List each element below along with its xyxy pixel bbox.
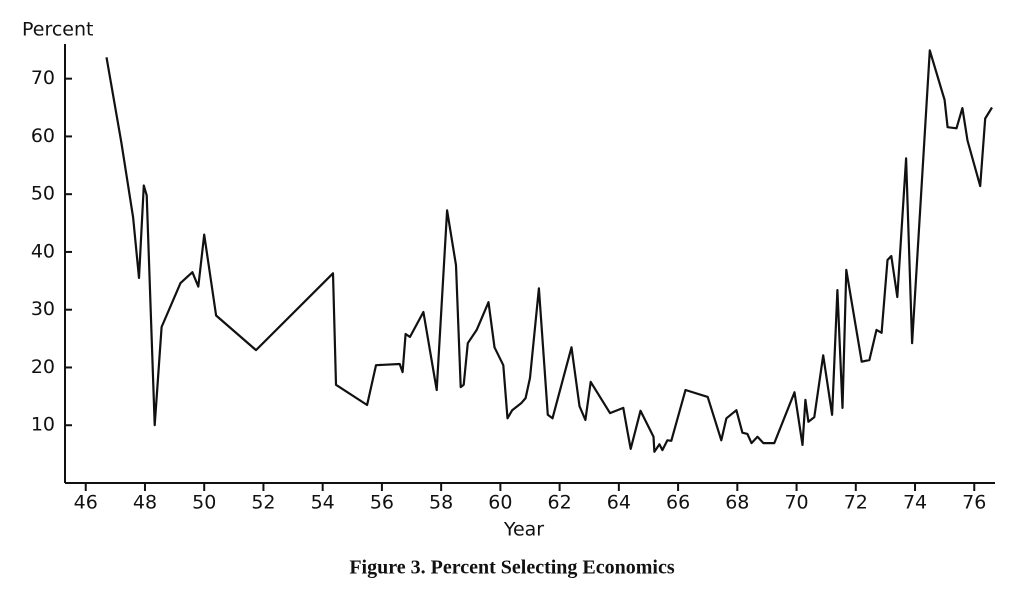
y-tick-label: 30 bbox=[31, 298, 55, 320]
x-axis-label: Year bbox=[503, 519, 544, 541]
x-tick-label: 68 bbox=[725, 492, 749, 514]
x-tick-label: 48 bbox=[133, 492, 157, 514]
x-tick-label: 74 bbox=[903, 492, 927, 514]
x-tick-label: 52 bbox=[251, 492, 275, 514]
y-tick-label: 20 bbox=[31, 356, 55, 378]
x-tick-label: 46 bbox=[74, 492, 98, 514]
caption: Figure 3. Percent Selecting Economics bbox=[349, 557, 675, 579]
x-tick-label: 54 bbox=[311, 492, 335, 514]
data-line bbox=[105, 49, 993, 453]
x-tick-label: 50 bbox=[192, 492, 216, 514]
x-tick-label: 62 bbox=[548, 492, 572, 514]
y-axis-label: Percent bbox=[22, 19, 94, 41]
y-tick-label: 10 bbox=[31, 414, 55, 436]
y-tick-label: 40 bbox=[31, 240, 55, 262]
y-tick-label: 50 bbox=[31, 183, 55, 205]
y-tick-label: 70 bbox=[31, 67, 55, 89]
x-tick-label: 70 bbox=[784, 492, 808, 514]
x-tick-label: 64 bbox=[607, 492, 631, 514]
x-tick-label: 76 bbox=[962, 492, 986, 514]
x-tick-label: 58 bbox=[429, 492, 453, 514]
x-tick-label: 60 bbox=[488, 492, 512, 514]
x-tick-label: 66 bbox=[666, 492, 690, 514]
y-tick-label: 60 bbox=[31, 125, 55, 147]
x-tick-label: 72 bbox=[844, 492, 868, 514]
x-tick-label: 56 bbox=[370, 492, 394, 514]
